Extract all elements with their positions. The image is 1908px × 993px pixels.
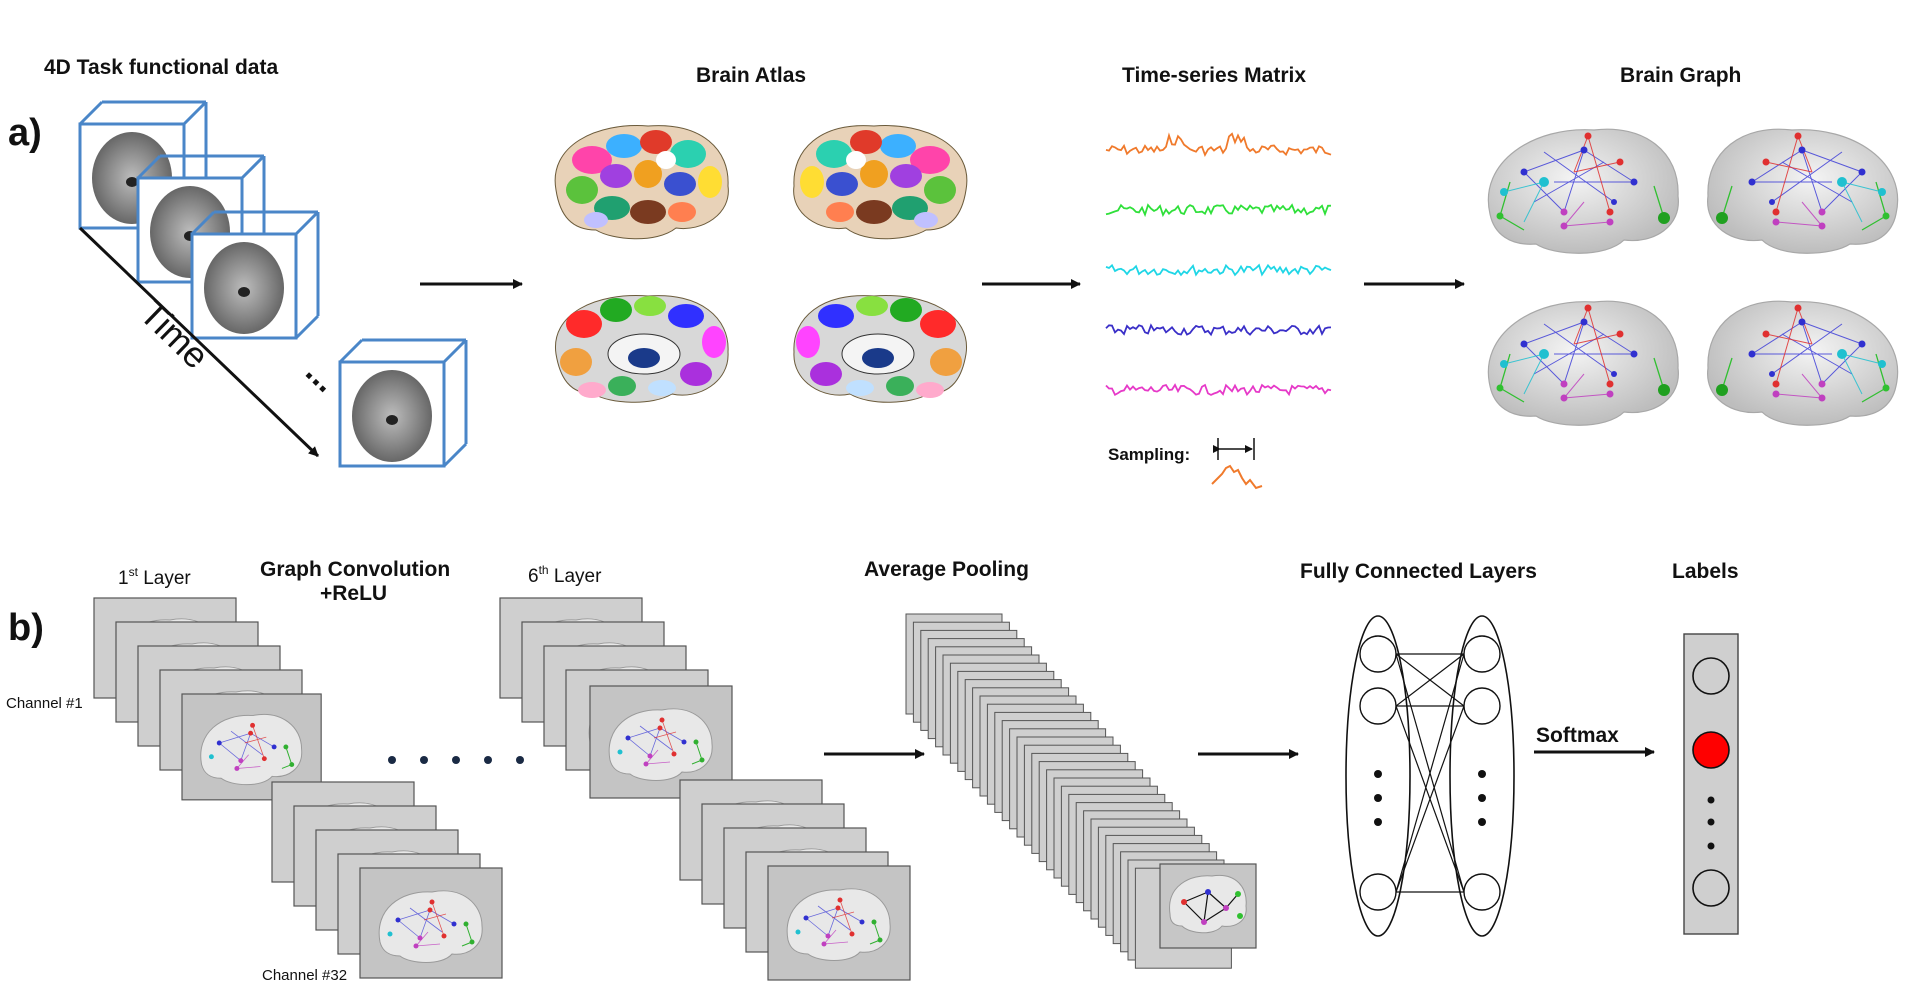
- brain-atlas-views: [554, 125, 968, 403]
- channel-first-label: Channel #1: [6, 695, 83, 712]
- title-timeseries-matrix: Time-series Matrix: [1122, 64, 1306, 87]
- graph-conv-title-line2: +ReLU: [320, 582, 387, 605]
- sampling-label: Sampling:: [1108, 445, 1190, 464]
- timeseries-trace: [1105, 132, 1332, 158]
- panel-b-label: b): [8, 607, 44, 649]
- intermediate-layers-dots: [388, 756, 524, 764]
- timeseries-trace: [1105, 203, 1332, 218]
- title-average-pooling: Average Pooling: [864, 558, 1029, 581]
- volume-ellipsis: ...: [298, 353, 345, 400]
- brain-graph-views: [1487, 128, 1899, 426]
- active-label-node: [1692, 731, 1730, 769]
- layer1-channel-stack-bottom: [272, 782, 503, 979]
- layer6-label: 6th Layer: [528, 563, 602, 587]
- layer6-channel-stack-bottom: [680, 780, 911, 981]
- layer1-channel-stack-top: [94, 598, 322, 801]
- sampling-window-marker: [1211, 438, 1263, 490]
- output-labels-column: [1683, 633, 1739, 935]
- title-labels: Labels: [1672, 560, 1739, 583]
- timeseries-trace: [1105, 383, 1332, 397]
- pooling-front-card: [1159, 863, 1257, 949]
- sampling-snippet: [1211, 464, 1263, 490]
- timeseries-trace: [1105, 263, 1332, 277]
- time-arrow: [78, 226, 320, 458]
- graph-conv-title-line1: Graph Convolution: [260, 558, 450, 581]
- title-4d-data: 4D Task functional data: [44, 56, 278, 79]
- timeseries-traces: [1105, 132, 1332, 397]
- title-fully-connected: Fully Connected Layers: [1300, 560, 1537, 583]
- title-brain-atlas: Brain Atlas: [696, 64, 806, 87]
- average-pooling-stack: [905, 613, 1257, 969]
- fully-connected-network: [1345, 615, 1515, 937]
- panel-a-label: a): [8, 112, 42, 154]
- channel-last-label: Channel #32: [262, 967, 347, 984]
- layer1-label: 1st Layer: [118, 565, 191, 589]
- title-brain-graph: Brain Graph: [1620, 64, 1741, 87]
- softmax-label: Softmax: [1536, 724, 1619, 747]
- timeseries-trace: [1105, 323, 1332, 337]
- layer6-channel-stack-top: [500, 598, 733, 799]
